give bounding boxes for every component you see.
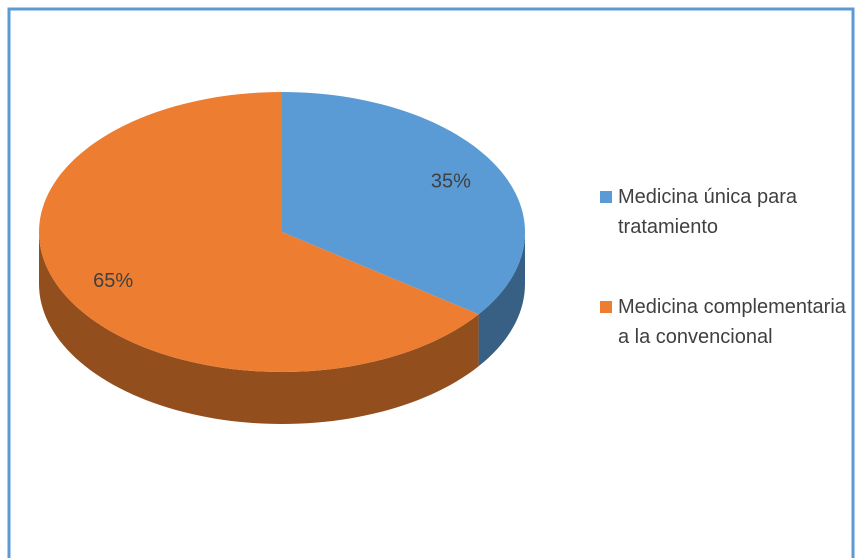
slice <box>282 92 525 315</box>
legend-label: Medicina única para tratamiento <box>618 186 797 238</box>
legend-item: Medicina única para tratamiento <box>600 182 858 242</box>
data-label: 35% <box>431 171 471 193</box>
slice-side <box>478 232 525 367</box>
slice <box>39 92 479 372</box>
data-label: 65% <box>93 270 133 292</box>
legend-item: Medicina complementaria a la convenciona… <box>600 292 858 352</box>
legend-swatch <box>600 191 612 203</box>
frame <box>7 7 855 558</box>
slice-side <box>39 232 479 424</box>
legend-label: Medicina complementaria a la convenciona… <box>618 296 846 348</box>
legend-swatch <box>600 301 612 313</box>
